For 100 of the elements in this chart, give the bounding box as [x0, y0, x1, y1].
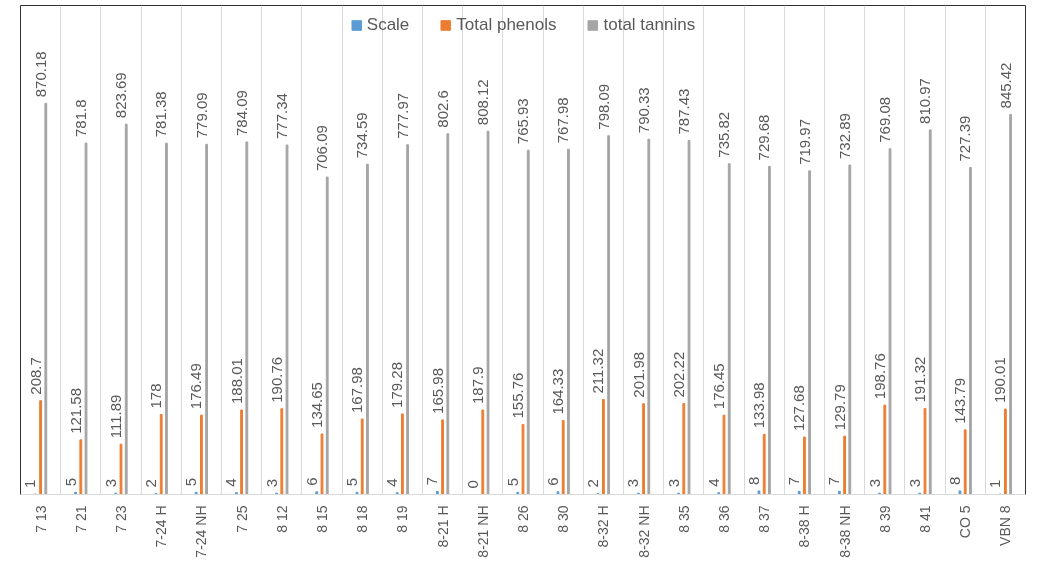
x-tick-label: 7 23 — [113, 505, 129, 533]
data-label: 870.18 — [31, 51, 49, 98]
data-label: 187.9 — [468, 366, 486, 405]
data-label: 178 — [147, 383, 165, 409]
data-label: 202.22 — [669, 351, 687, 398]
data-label: 3 — [262, 478, 280, 488]
data-label: 784.09 — [232, 90, 250, 136]
x-tick-label: 8 12 — [273, 505, 290, 533]
data-label: 164.33 — [549, 368, 567, 415]
data-label: 190.01 — [991, 357, 1009, 404]
data-label: 129.79 — [830, 384, 848, 431]
x-tick-label: 8 26 — [515, 505, 531, 533]
data-label: 808.12 — [474, 79, 492, 126]
data-label: 211.32 — [589, 348, 607, 394]
data-label: 3 — [865, 478, 883, 488]
data-label: 779.09 — [192, 92, 210, 139]
x-tick-label: 8-32 H — [595, 505, 612, 548]
x-tick-label: 8 36 — [716, 505, 732, 533]
x-tick-label: 8 39 — [876, 505, 893, 533]
data-label: 4 — [383, 478, 401, 487]
x-tick-label: 8 35 — [675, 505, 692, 533]
legend-label: Scale — [366, 15, 410, 35]
data-label: 198.76 — [870, 353, 888, 400]
data-label: 790.33 — [634, 87, 652, 134]
data-label: 734.59 — [353, 112, 371, 159]
data-label: 769.08 — [876, 96, 894, 143]
data-label: 3 — [664, 478, 682, 488]
data-label: 121.58 — [66, 387, 84, 434]
x-tick-label: 8-38 H — [796, 505, 813, 548]
x-tick-label: 7 21 — [72, 505, 89, 533]
data-label: 188.01 — [227, 358, 245, 404]
data-label: 3 — [905, 478, 923, 488]
data-label: 706.09 — [313, 125, 331, 172]
x-tick-label: VBN 8 — [997, 505, 1014, 546]
x-tick-label: 8 41 — [917, 505, 933, 533]
data-label: 729.68 — [755, 114, 773, 161]
data-label: 777.97 — [393, 92, 411, 139]
data-label: 5 — [182, 477, 200, 487]
data-label: 111.89 — [107, 394, 124, 439]
x-tick-label: 7-24 NH — [193, 505, 210, 558]
data-label: 143.79 — [951, 377, 969, 424]
data-label: 1 — [986, 479, 1004, 489]
data-label: 8 — [945, 476, 963, 485]
data-label: 190.76 — [267, 356, 285, 403]
data-label: 176.49 — [187, 363, 205, 410]
x-tick-label: 7-24 H — [153, 505, 170, 548]
x-tick-label: 8 15 — [314, 505, 330, 533]
x-tick-label: 8-32 NH — [635, 505, 652, 558]
data-label: 1 — [21, 479, 39, 489]
legend-label: total tannins — [603, 15, 696, 35]
data-label: 134.65 — [308, 382, 325, 428]
x-tick-label: 7 25 — [233, 505, 250, 533]
x-tick-label: 8 37 — [756, 505, 773, 533]
data-label: 7 — [423, 477, 441, 486]
x-tick-label: 8 30 — [555, 505, 572, 533]
x-tick-label: 8 18 — [354, 505, 371, 533]
data-label: 6 — [543, 477, 561, 486]
data-label: 8 — [744, 476, 762, 485]
data-label: 3 — [624, 478, 642, 488]
data-label: 167.98 — [348, 367, 366, 413]
data-label: 810.97 — [916, 78, 934, 124]
data-label: 4 — [222, 478, 240, 487]
data-label: 7 — [785, 477, 803, 486]
data-label: 6 — [302, 477, 320, 486]
data-label: 845.42 — [996, 62, 1014, 109]
data-label: 127.68 — [790, 385, 808, 432]
data-label: 798.09 — [594, 83, 612, 130]
x-tick-label: 8 19 — [394, 505, 411, 533]
data-label: 777.34 — [273, 93, 291, 140]
data-label: 4 — [704, 478, 722, 487]
data-label: 5 — [61, 477, 79, 487]
data-label: 781.8 — [72, 99, 90, 138]
data-label: 802.6 — [433, 90, 451, 128]
x-tick-label: 8-21 H — [434, 505, 451, 548]
x-tick-label: 8-21 NH — [474, 505, 491, 558]
x-tick-label: 7 13 — [32, 505, 49, 533]
data-label: 765.93 — [514, 98, 532, 145]
data-label: 3 — [101, 478, 119, 488]
data-label: 208.7 — [26, 357, 44, 395]
data-label: 165.98 — [428, 367, 446, 414]
data-label: 787.43 — [675, 88, 693, 135]
data-label: 732.89 — [835, 113, 853, 160]
data-label: 133.98 — [750, 382, 768, 429]
data-label: 0 — [463, 480, 481, 489]
data-label: 2 — [141, 479, 159, 488]
data-label: 2 — [584, 479, 602, 488]
data-label: 781.38 — [152, 91, 170, 138]
legend-label: Total phenols — [456, 15, 557, 35]
data-label: 5 — [342, 477, 360, 487]
data-label: 767.98 — [554, 97, 572, 144]
data-label: 823.69 — [112, 72, 130, 119]
data-label: 719.97 — [795, 118, 813, 165]
x-tick-label: 8-38 NH — [836, 505, 853, 558]
data-label: 727.39 — [956, 115, 974, 162]
x-tick-label: CO 5 — [957, 505, 974, 539]
data-label: 201.98 — [629, 351, 647, 398]
data-label: 5 — [503, 477, 521, 487]
data-label: 176.45 — [710, 363, 727, 410]
data-label: 179.28 — [388, 362, 406, 408]
data-label: 735.82 — [715, 111, 733, 158]
